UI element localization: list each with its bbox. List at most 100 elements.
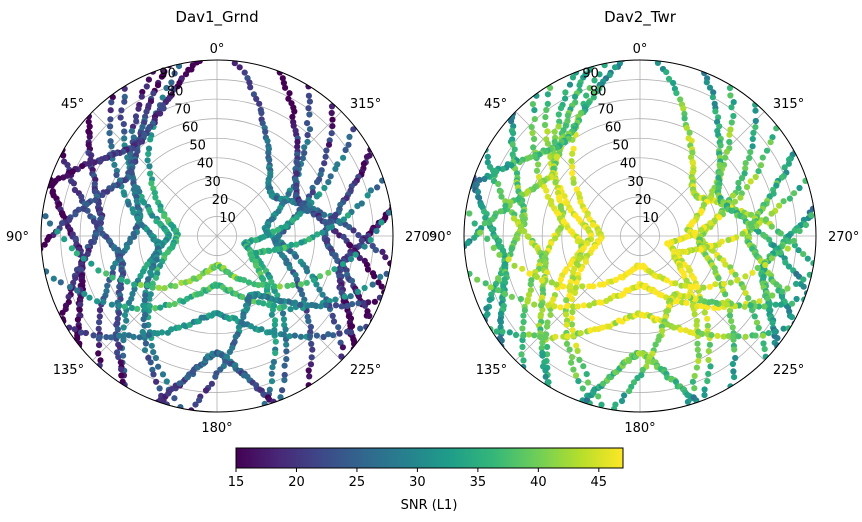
- snr-point: [738, 175, 746, 182]
- snr-point: [605, 410, 612, 412]
- snr-point: [519, 265, 526, 272]
- snr-point: [543, 187, 550, 194]
- azimuth-tick-label: 225°: [773, 363, 804, 378]
- snr-point: [114, 315, 121, 322]
- azimuth-tick-label: 270°: [405, 230, 436, 245]
- snr-point: [727, 279, 734, 286]
- snr-point: [487, 284, 494, 291]
- snr-point: [531, 332, 538, 339]
- snr-point: [168, 79, 175, 86]
- snr-point: [497, 319, 504, 326]
- snr-point: [520, 318, 527, 326]
- snr-point: [474, 276, 481, 283]
- snr-point: [693, 322, 700, 329]
- snr-point: [570, 366, 577, 373]
- snr-point: [569, 170, 576, 177]
- snr-point: [152, 354, 159, 362]
- snr-point: [698, 63, 705, 70]
- snr-point: [339, 261, 347, 268]
- snr-point: [348, 329, 355, 336]
- snr-point: [780, 198, 787, 205]
- snr-point: [586, 302, 593, 309]
- snr-point: [784, 245, 791, 252]
- snr-point: [145, 76, 152, 83]
- snr-point: [270, 302, 278, 309]
- snr-point: [731, 374, 738, 381]
- elevation-tick-label: 50: [189, 139, 206, 154]
- snr-point: [506, 329, 513, 336]
- snr-point: [777, 301, 785, 308]
- snr-point: [60, 174, 67, 181]
- snr-point: [567, 287, 574, 295]
- snr-point: [282, 84, 289, 91]
- snr-point: [108, 99, 115, 106]
- snr-point: [66, 284, 74, 291]
- snr-point: [784, 285, 791, 292]
- snr-point: [802, 221, 810, 229]
- snr-point: [96, 342, 103, 349]
- snr-point: [184, 410, 191, 412]
- snr-point: [294, 143, 301, 150]
- snr-point: [281, 362, 288, 369]
- snr-point: [265, 149, 272, 156]
- snr-point: [611, 64, 619, 71]
- snr-point: [729, 207, 736, 214]
- snr-point: [149, 212, 156, 219]
- snr-point: [701, 309, 708, 316]
- snr-point: [674, 298, 681, 305]
- snr-point: [250, 91, 257, 98]
- snr-point: [346, 133, 353, 140]
- snr-point: [382, 293, 389, 300]
- snr-point: [161, 285, 168, 292]
- snr-point: [499, 166, 506, 173]
- snr-point: [141, 331, 148, 339]
- snr-point: [484, 235, 491, 242]
- snr-point: [796, 227, 803, 235]
- snr-point: [741, 170, 748, 177]
- snr-point: [84, 207, 91, 214]
- snr-point: [159, 371, 167, 378]
- snr-point: [252, 237, 259, 244]
- snr-point: [652, 341, 659, 348]
- snr-point: [709, 247, 717, 254]
- snr-point: [600, 281, 607, 288]
- snr-point: [356, 254, 363, 262]
- snr-point: [118, 366, 125, 373]
- snr-point: [347, 255, 355, 263]
- snr-point: [309, 184, 316, 191]
- snr-point: [306, 236, 313, 243]
- snr-point: [159, 94, 166, 101]
- snr-point: [171, 395, 178, 402]
- snr-point: [573, 342, 580, 349]
- snr-point: [283, 348, 290, 355]
- snr-point: [734, 276, 741, 283]
- snr-point: [542, 334, 549, 341]
- snr-point: [774, 350, 781, 357]
- snr-point: [239, 293, 246, 301]
- snr-point: [76, 306, 83, 314]
- snr-point: [705, 356, 712, 364]
- snr-point: [630, 379, 638, 386]
- snr-point: [716, 123, 723, 130]
- snr-point: [788, 300, 796, 307]
- snr-point: [121, 312, 129, 319]
- snr-point: [806, 293, 813, 300]
- snr-point: [129, 290, 136, 297]
- snr-point: [563, 311, 570, 318]
- snr-point: [484, 153, 491, 160]
- snr-point: [152, 194, 159, 201]
- snr-point: [182, 71, 190, 78]
- snr-point: [693, 364, 701, 371]
- snr-point: [125, 201, 132, 208]
- snr-point: [124, 389, 131, 396]
- snr-point: [271, 330, 278, 337]
- snr-point: [325, 269, 332, 276]
- snr-point: [557, 304, 564, 311]
- snr-point: [141, 347, 149, 354]
- snr-point: [328, 130, 335, 137]
- snr-point: [378, 219, 385, 226]
- snr-point: [732, 271, 739, 278]
- snr-point: [290, 122, 297, 129]
- snr-point: [716, 214, 723, 221]
- snr-point: [264, 282, 271, 289]
